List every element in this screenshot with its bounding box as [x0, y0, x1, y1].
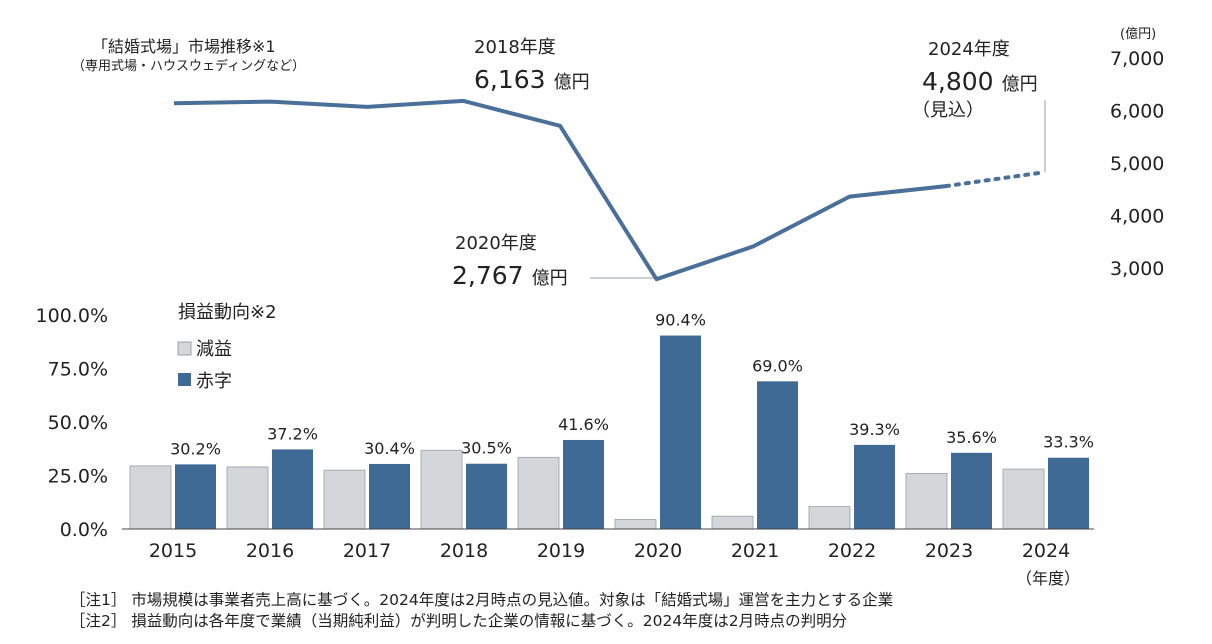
bar-gray-2016: [226, 466, 269, 530]
bar-chart-title: 損益動向※2: [178, 302, 277, 323]
bar-blue-2023: [951, 452, 992, 529]
x-tick-2023: 2023: [925, 540, 973, 562]
annotation-2024-value: 4,800 億円: [922, 67, 1038, 96]
legend-label-blue: 赤字: [196, 371, 232, 392]
bar-series: [129, 335, 1089, 530]
bar-blue-2015: [175, 464, 216, 529]
bar-label-2023: 35.6%: [946, 428, 997, 447]
bar-y-tick: 0.0%: [60, 519, 108, 541]
bar-label-2017: 30.4%: [364, 439, 415, 458]
bar-label-2022: 39.3%: [849, 420, 900, 439]
annotation-2024-unit: 億円: [1002, 74, 1038, 95]
line-y-tick: 5,000: [1110, 153, 1164, 175]
bar-label-2020: 90.4%: [655, 311, 706, 330]
annotation-2020-head: 2020年度: [455, 233, 537, 254]
bar-x-axis: 2015 2016 2017 2018 2019 2020 2021 2022 2023 2024: [149, 540, 1070, 562]
line-chart-title: 「結婚式場」市場推移※1: [92, 37, 276, 56]
line-y-tick: 6,000: [1110, 101, 1164, 123]
bar-legend: 減益 赤字: [177, 339, 232, 392]
annotation-2018-value: 6,163 億円: [474, 65, 590, 94]
line-y-tick: 4,000: [1110, 206, 1164, 228]
bar-label-2015: 30.2%: [170, 439, 221, 458]
annotation-2018-head: 2018年度: [474, 37, 556, 58]
x-tick-2024: 2024: [1022, 540, 1070, 562]
x-tick-2020: 2020: [634, 540, 682, 562]
annotation-2024-note: （見込）: [912, 100, 984, 121]
bar-blue-2020: [660, 335, 701, 529]
bar-blue-2019: [563, 439, 604, 529]
bar-y-tick: 25.0%: [48, 466, 108, 488]
annotation-2024: 2024年度 4,800 億円 （見込）: [912, 39, 1038, 121]
annotation-2018-unit: 億円: [554, 72, 590, 93]
x-tick-2022: 2022: [828, 540, 876, 562]
line-y-tick: 3,000: [1110, 258, 1164, 280]
bar-gray-2017: [323, 469, 366, 530]
legend-swatch-blue: [178, 373, 191, 386]
bar-gray-2024: [1002, 468, 1045, 530]
bar-blue-2018: [466, 463, 507, 529]
annotation-2020-unit: 億円: [532, 268, 568, 289]
line-series-solid: [173, 98, 947, 282]
bar-gray-2020: [614, 518, 657, 530]
x-tick-2017: 2017: [343, 540, 391, 562]
annotation-2018-number: 6,163: [474, 65, 546, 94]
year-unit-label: （年度）: [1016, 569, 1080, 588]
x-tick-2021: 2021: [731, 540, 779, 562]
annotation-2024-number: 4,800: [922, 67, 994, 96]
bar-gray-2021: [711, 515, 754, 530]
bar-blue-2022: [854, 444, 895, 529]
bar-y-axis: 100.0% 75.0% 50.0% 25.0% 0.0%: [36, 305, 108, 541]
footnotes: ［注1］ 市場規模は事業者売上高に基づく。2024年度は2月時点の見込値。対象は…: [70, 590, 893, 632]
annotation-2024-head: 2024年度: [928, 39, 1010, 60]
bar-gray-2015: [129, 465, 172, 530]
bar-label-2021: 69.0%: [752, 356, 803, 375]
bar-y-tick: 50.0%: [48, 412, 108, 434]
x-tick-2016: 2016: [246, 540, 294, 562]
bar-gray-2023: [905, 472, 948, 530]
bar-label-2024: 33.3%: [1043, 433, 1094, 452]
line-chart-subtitle: （専用式場・ハウスウェディングなど）: [72, 58, 305, 74]
bar-blue-2017: [369, 463, 410, 529]
x-tick-2018: 2018: [440, 540, 488, 562]
footnote-2: ［注2］ 損益動向は各年度で業績（当期純利益）が判明した企業の情報に基づく。20…: [70, 612, 848, 630]
annotation-2020: 2020年度 2,767 億円: [452, 233, 568, 290]
bar-gray-2018: [420, 449, 463, 530]
line-series-estimate: [944, 170, 1045, 189]
bar-gray-2019: [517, 456, 560, 530]
legend-swatch-gray: [177, 341, 192, 356]
bar-label-2018: 30.5%: [461, 439, 512, 458]
bar-blue-2021: [757, 381, 798, 529]
x-tick-2019: 2019: [537, 540, 585, 562]
line-y-tick: 7,000: [1110, 48, 1164, 70]
bar-label-2019: 41.6%: [558, 415, 609, 434]
bar-gray-2022: [808, 506, 851, 530]
bar-blue-2016: [272, 449, 313, 529]
footnote-1: ［注1］ 市場規模は事業者売上高に基づく。2024年度は2月時点の見込値。対象は…: [70, 591, 894, 609]
annotation-2020-value: 2,767 億円: [452, 261, 568, 290]
legend-label-gray: 減益: [196, 339, 232, 360]
annotation-2020-number: 2,767: [452, 261, 524, 290]
bar-label-2016: 37.2%: [267, 424, 318, 443]
annotation-2018: 2018年度 6,163 億円: [474, 37, 590, 94]
line-y-axis: 7,000 6,000 5,000 4,000 3,000: [1110, 48, 1164, 280]
bar-y-tick: 100.0%: [36, 305, 108, 327]
line-chart-unit: (億円): [1120, 26, 1156, 42]
line-leader-lines: [590, 100, 1046, 279]
bar-y-tick: 75.0%: [48, 359, 108, 381]
bar-blue-2024: [1048, 457, 1089, 529]
bar-data-labels: 30.2% 37.2% 30.4% 30.5% 41.6% 90.4% 69.0% 39.3%…: [170, 311, 1094, 459]
x-tick-2015: 2015: [149, 540, 197, 562]
